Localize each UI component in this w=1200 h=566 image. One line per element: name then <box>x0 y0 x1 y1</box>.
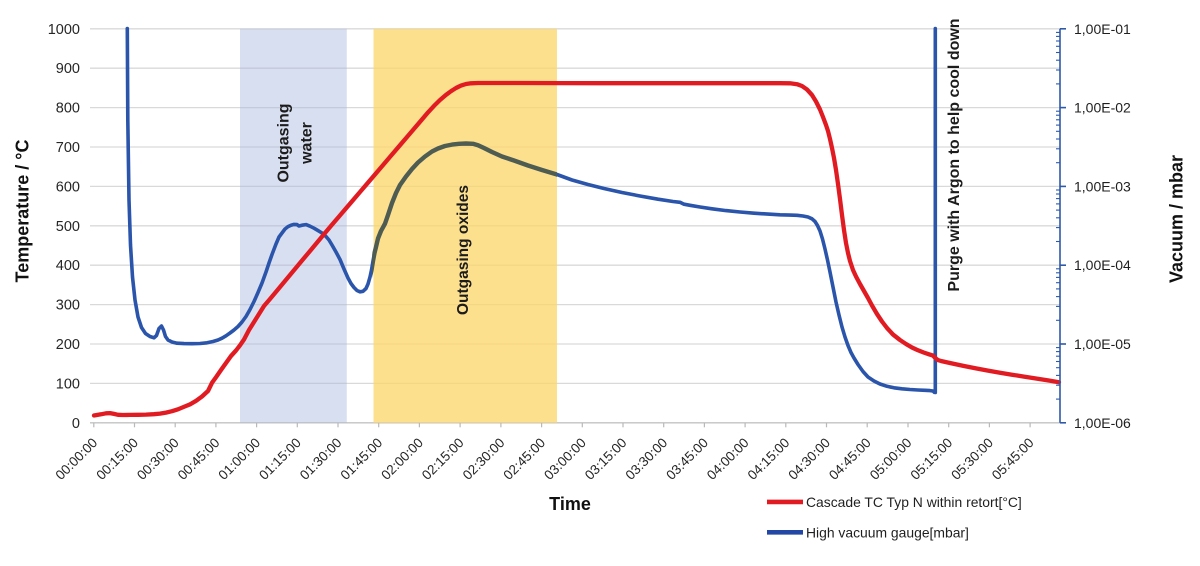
svg-text:Vacuum / mbar: Vacuum / mbar <box>1167 155 1187 283</box>
svg-text:1,00E-01: 1,00E-01 <box>1074 21 1131 37</box>
svg-text:Outgasing: Outgasing <box>276 103 293 182</box>
svg-text:1,00E-05: 1,00E-05 <box>1074 336 1131 352</box>
svg-text:200: 200 <box>56 337 80 353</box>
svg-text:03:00:00: 03:00:00 <box>541 435 589 483</box>
svg-text:04:45:00: 04:45:00 <box>826 435 874 483</box>
svg-text:01:00:00: 01:00:00 <box>215 435 263 483</box>
svg-text:02:00:00: 02:00:00 <box>378 435 426 483</box>
svg-text:water: water <box>299 122 316 165</box>
svg-text:02:15:00: 02:15:00 <box>419 435 467 483</box>
svg-text:01:45:00: 01:45:00 <box>338 435 386 483</box>
svg-text:03:45:00: 03:45:00 <box>663 435 711 483</box>
svg-text:03:15:00: 03:15:00 <box>582 435 630 483</box>
svg-text:1,00E-03: 1,00E-03 <box>1074 178 1131 194</box>
svg-text:00:00:00: 00:00:00 <box>53 435 101 483</box>
svg-text:05:15:00: 05:15:00 <box>908 435 956 483</box>
svg-text:1000: 1000 <box>48 22 80 38</box>
svg-text:02:45:00: 02:45:00 <box>500 435 548 483</box>
svg-text:03:30:00: 03:30:00 <box>623 435 671 483</box>
svg-text:02:30:00: 02:30:00 <box>460 435 508 483</box>
svg-text:Cascade TC Typ N within retort: Cascade TC Typ N within retort[°C] <box>806 494 1022 510</box>
svg-text:900: 900 <box>56 61 80 77</box>
svg-text:0: 0 <box>72 416 80 432</box>
svg-text:Temperature / °C: Temperature / °C <box>13 140 33 283</box>
svg-text:800: 800 <box>56 101 80 117</box>
svg-text:04:30:00: 04:30:00 <box>785 435 833 483</box>
svg-text:Purge with Argon to help cool: Purge with Argon to help cool down <box>946 18 963 291</box>
svg-text:Time: Time <box>549 494 591 514</box>
svg-text:700: 700 <box>56 140 80 156</box>
svg-text:01:15:00: 01:15:00 <box>256 435 304 483</box>
svg-text:00:30:00: 00:30:00 <box>134 435 182 483</box>
svg-text:1,00E-02: 1,00E-02 <box>1074 100 1131 116</box>
svg-text:Outgasing oxides: Outgasing oxides <box>455 185 472 315</box>
svg-text:05:30:00: 05:30:00 <box>948 435 996 483</box>
svg-text:00:15:00: 00:15:00 <box>93 435 141 483</box>
svg-text:100: 100 <box>56 376 80 392</box>
svg-text:500: 500 <box>56 219 80 235</box>
svg-text:01:30:00: 01:30:00 <box>297 435 345 483</box>
svg-text:05:45:00: 05:45:00 <box>989 435 1037 483</box>
svg-text:300: 300 <box>56 298 80 314</box>
svg-text:1,00E-04: 1,00E-04 <box>1074 257 1131 273</box>
svg-text:04:00:00: 04:00:00 <box>704 435 752 483</box>
svg-text:400: 400 <box>56 258 80 274</box>
svg-text:1,00E-06: 1,00E-06 <box>1074 415 1131 431</box>
svg-text:05:00:00: 05:00:00 <box>867 435 915 483</box>
svg-text:600: 600 <box>56 179 80 195</box>
svg-text:High vacuum gauge[mbar]: High vacuum gauge[mbar] <box>806 524 969 540</box>
svg-text:04:15:00: 04:15:00 <box>745 435 793 483</box>
svg-text:00:45:00: 00:45:00 <box>175 435 223 483</box>
